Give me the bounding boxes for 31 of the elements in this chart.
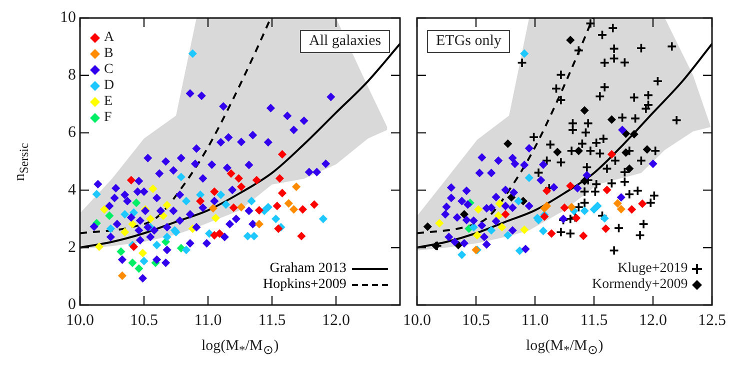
legend-label: A [104, 30, 114, 46]
legend-label: E [104, 94, 113, 110]
x-tick-label: 11.5 [258, 312, 286, 329]
y-tick-label: 2 [68, 238, 76, 256]
y-tick-label: 10 [60, 9, 76, 26]
y-tick-label: 4 [68, 181, 76, 198]
x-tick-label: 11.5 [580, 312, 608, 329]
y-tick-label: 6 [68, 124, 76, 142]
x-axis-title: log(M$_{*}$/M$_{⊙}$) [526, 338, 604, 358]
legend-label: B [104, 46, 114, 62]
legend-label: C [104, 62, 114, 78]
annotation: All galaxies [300, 30, 390, 53]
text: Hopkins+2009 [263, 277, 346, 293]
x-tick-label: 11.0 [194, 312, 222, 329]
x-tick-label: 11.0 [521, 312, 549, 329]
x-tick-label: 12.5 [698, 312, 726, 329]
legend-label: Kormendy+2009 [592, 277, 688, 293]
legend-label: F [104, 110, 112, 126]
legend-label: D [104, 78, 114, 94]
x-tick-label: 10.5 [462, 312, 490, 329]
x-axis-title: log(M$_{*}$/M$_{⊙}$) [202, 338, 279, 358]
legend-label: Kluge+2019 [618, 261, 688, 277]
x-tick-label: 10.5 [130, 312, 158, 329]
text: Graham 2013 [270, 261, 346, 277]
x-tick-label: 12.0 [639, 312, 667, 329]
y-tick-label: 8 [68, 66, 76, 84]
x-tick-label: 12.0 [322, 312, 350, 329]
x-tick-label: 10.0 [403, 312, 431, 329]
y-tick-label: 0 [68, 296, 76, 314]
annotation: ETGs only [427, 30, 510, 53]
x-tick-label: 10.0 [66, 312, 94, 329]
